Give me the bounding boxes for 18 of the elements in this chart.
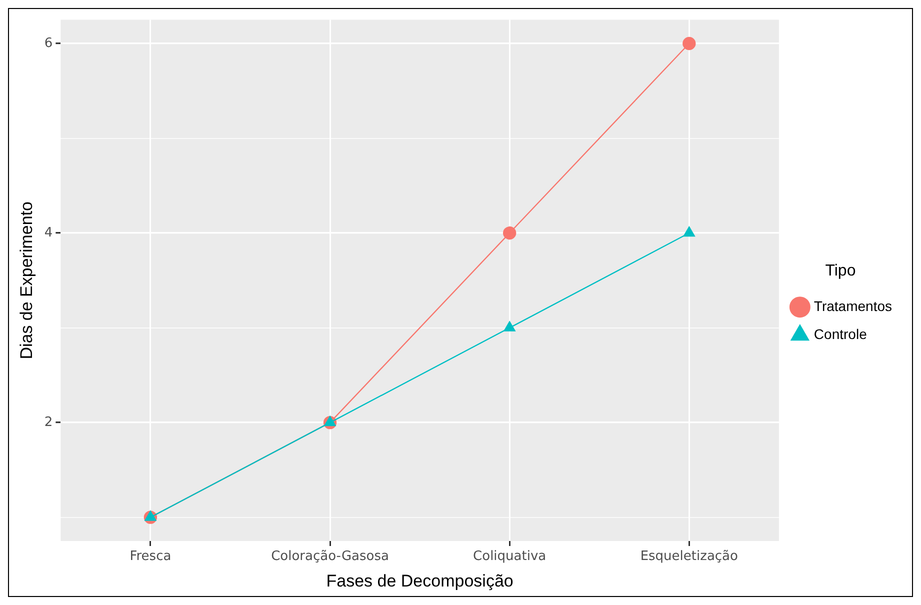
y-axis-title: Dias de Experimento [16,201,36,360]
y-tick-label: 4 [44,225,53,240]
point [144,510,156,521]
x-axis-title: Fases de Decomposição [326,571,514,590]
legend-label: Tratamentos [814,298,892,314]
x-tick-label: Coloração-Gasosa [271,549,389,564]
legend-title: Tipo [825,262,856,280]
point [682,36,696,50]
legend-label: Controle [814,326,868,342]
point [504,321,516,332]
point [683,226,695,237]
x-tick-label: Fresca [130,549,172,564]
point [502,226,516,240]
point [324,416,336,426]
y-tick-label: 2 [44,414,53,430]
x-tick-label: Coliquativa [473,549,546,564]
y-tick-label: 6 [44,36,53,51]
x-tick-label: Esqueletização [640,549,738,564]
